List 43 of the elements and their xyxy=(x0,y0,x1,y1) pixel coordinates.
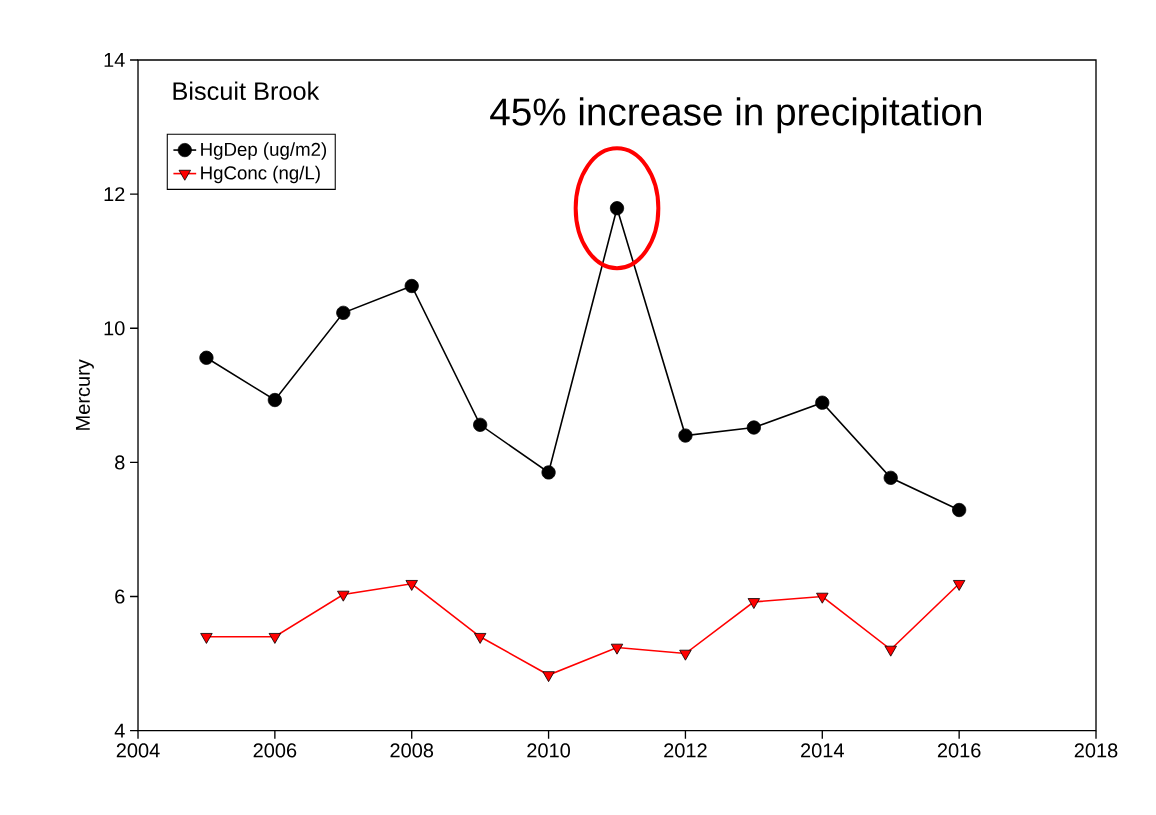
point xyxy=(267,393,282,408)
point xyxy=(405,580,418,592)
point xyxy=(337,590,350,602)
point xyxy=(746,420,761,435)
x-tick-label: 2006 xyxy=(253,743,297,758)
x-tick-label: 2018 xyxy=(1074,743,1118,758)
point xyxy=(268,633,282,644)
point xyxy=(199,350,214,366)
point xyxy=(747,598,761,610)
point xyxy=(541,465,556,480)
legend-label: HgDep (ug/m2) xyxy=(201,142,327,160)
x-tick-label: 2010 xyxy=(527,743,571,758)
x-tick-label: 2012 xyxy=(664,743,707,758)
point xyxy=(542,671,555,683)
point xyxy=(816,592,829,604)
x-tick-label: 2008 xyxy=(390,743,434,758)
point xyxy=(404,279,419,294)
y-tick-label: 14 xyxy=(104,53,125,68)
point xyxy=(678,428,693,443)
x-tick-label: 2004 xyxy=(116,743,160,758)
y-tick-label: 4 xyxy=(114,723,125,738)
x-tick-label: 2014 xyxy=(801,743,844,758)
legend-label: HgConc (ng/L) xyxy=(201,165,320,184)
y-tick-label: 8 xyxy=(115,455,125,470)
point xyxy=(336,305,351,321)
point xyxy=(473,633,487,644)
y-axis-title: Mercury xyxy=(75,359,94,430)
point xyxy=(883,470,898,486)
point xyxy=(815,395,830,410)
text: Biscuit Brook xyxy=(173,81,320,101)
point xyxy=(610,643,624,655)
y-tick-label: 6 xyxy=(115,589,125,604)
point xyxy=(473,417,488,433)
point xyxy=(679,649,692,661)
x-tick-label: 2016 xyxy=(937,743,981,758)
y-tick-label: 10 xyxy=(104,321,125,336)
point xyxy=(952,580,966,592)
point xyxy=(609,201,625,216)
annotation: 45% increase in precipitation xyxy=(490,97,981,134)
y-tick-label: 12 xyxy=(104,187,125,202)
point xyxy=(200,633,213,644)
point xyxy=(884,645,897,657)
point xyxy=(952,503,967,518)
